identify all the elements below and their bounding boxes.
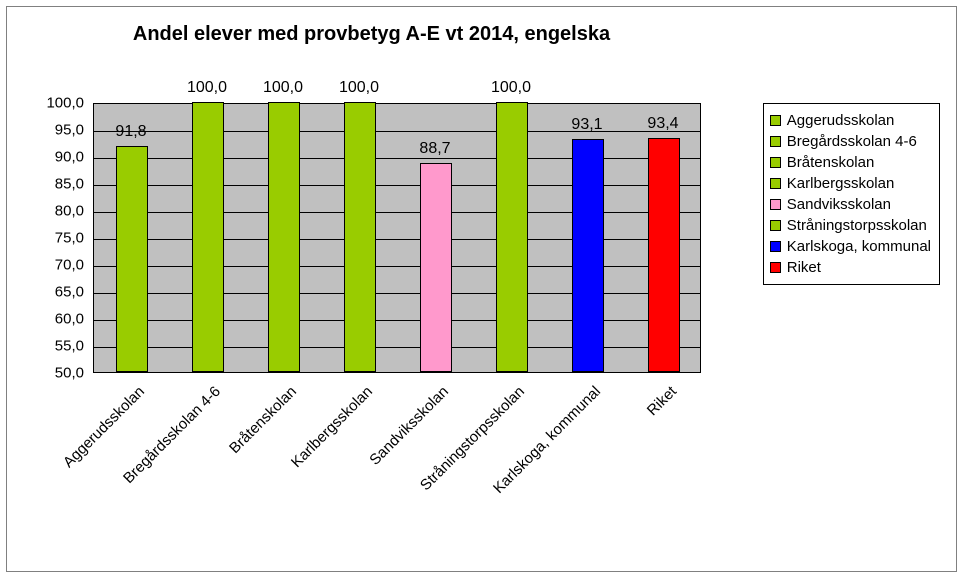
ytick-label: 80,0 [24,203,84,220]
bar-value-label: 100,0 [491,79,531,97]
xtick-label: Riket [527,383,680,536]
legend-item: Karlskoga, kommunal [770,238,931,255]
ytick-label: 90,0 [24,149,84,166]
xtick-label: Sandviksskolan [299,383,452,536]
bar-value-label: 100,0 [187,79,227,97]
bar-value-label: 93,1 [571,116,602,134]
legend-swatch [770,199,781,210]
legend-item: Sandviksskolan [770,196,931,213]
ytick-label: 60,0 [24,311,84,328]
legend-label: Bregårdsskolan 4-6 [787,133,917,150]
bar [268,102,300,372]
legend-item: Karlbergsskolan [770,175,931,192]
bar [192,102,224,372]
legend-swatch [770,157,781,168]
ytick-label: 55,0 [24,338,84,355]
legend-swatch [770,262,781,273]
legend-label: Riket [787,259,821,276]
xtick-label: Stråningstorpsskolan [375,383,528,536]
legend-item: Aggerudsskolan [770,112,931,129]
bar [572,139,604,372]
bar [344,102,376,372]
chart-container: Andel elever med provbetyg A-E vt 2014, … [6,6,957,572]
legend-swatch [770,241,781,252]
legend-swatch [770,115,781,126]
legend: Aggerudsskolan Bregårdsskolan 4-6 Bråtensk… [763,103,940,285]
ytick-label: 75,0 [24,230,84,247]
legend-swatch [770,136,781,147]
legend-item: Stråningstorpsskolan [770,217,931,234]
bar [420,163,452,372]
legend-label: Karlskoga, kommunal [787,238,931,255]
xtick-label: Karlskoga, kommunal [451,383,604,536]
legend-swatch [770,220,781,231]
bar-value-label: 91,8 [115,123,146,141]
legend-label: Bråtenskolan [787,154,875,171]
ytick-label: 70,0 [24,257,84,274]
xtick-label: Aggerudsskolan [0,383,148,536]
ytick-label: 50,0 [24,365,84,382]
bar-value-label: 93,4 [647,115,678,133]
legend-swatch [770,178,781,189]
legend-label: Stråningstorpsskolan [787,217,927,234]
xtick-label: Karlbergsskolan [223,383,376,536]
legend-label: Karlbergsskolan [787,175,895,192]
chart-title: Andel elever med provbetyg A-E vt 2014, … [7,23,736,46]
bar [648,138,680,372]
bar-value-label: 100,0 [339,79,379,97]
ytick-label: 100,0 [24,95,84,112]
legend-item: Riket [770,259,931,276]
legend-label: Sandviksskolan [787,196,891,213]
legend-label: Aggerudsskolan [787,112,895,129]
xtick-label: Bregårdsskolan 4-6 [71,383,224,536]
bars-layer [94,104,700,372]
legend-item: Bregårdsskolan 4-6 [770,133,931,150]
bar-value-label: 100,0 [263,79,303,97]
ytick-label: 85,0 [24,176,84,193]
legend-item: Bråtenskolan [770,154,931,171]
ytick-label: 65,0 [24,284,84,301]
plot-area [93,103,701,373]
ytick-label: 95,0 [24,122,84,139]
bar-value-label: 88,7 [419,140,450,158]
xtick-label: Bråtenskolan [147,383,300,536]
bar [116,146,148,372]
bar [496,102,528,372]
